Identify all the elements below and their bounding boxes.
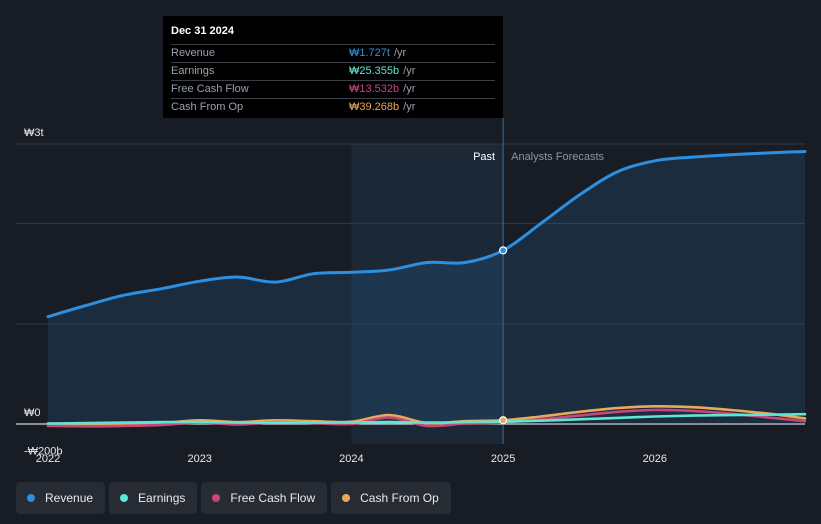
series-line-free-cash-flow xyxy=(46,408,807,428)
tooltip-unit: /yr xyxy=(393,47,407,59)
tooltip-unit: /yr xyxy=(403,83,416,95)
tooltip-label: Free Cash Flow xyxy=(171,83,249,95)
cash-from-op-dot-icon xyxy=(342,494,351,502)
marker-revenue xyxy=(499,246,508,255)
earnings-dot-icon xyxy=(120,494,129,502)
past-label: Past xyxy=(473,151,495,163)
tooltip-row-cash-from-op: Cash From Op ₩39.268b /yr xyxy=(171,99,495,116)
tooltip-label: Cash From Op xyxy=(171,101,244,113)
x-tick-label: 2023 xyxy=(187,453,211,465)
legend-item-earnings[interactable]: Earnings xyxy=(109,482,198,514)
legend-label: Cash From Op xyxy=(360,491,439,505)
tooltip-value: ₩13.532b xyxy=(349,83,400,95)
legend-label: Free Cash Flow xyxy=(230,491,316,505)
revenue-dot-icon xyxy=(27,494,35,502)
series-line-earnings xyxy=(46,412,807,425)
tooltip-date: Dec 31 2024 xyxy=(171,24,495,45)
legend-label: Revenue xyxy=(45,491,94,505)
tooltip-row-earnings: Earnings ₩25.355b /yr xyxy=(171,63,495,81)
y-axis-label: -₩200b xyxy=(24,446,63,458)
tooltip-value: ₩39.268b xyxy=(349,101,400,113)
tooltip-unit: /yr xyxy=(403,65,416,77)
tooltip-value: ₩1.727t xyxy=(349,47,390,59)
series-line-revenue xyxy=(46,150,807,319)
tooltip-row-revenue: Revenue ₩1.727t /yr xyxy=(171,45,495,63)
tooltip-label: Earnings xyxy=(171,65,215,77)
past-region-highlight xyxy=(351,144,504,444)
tooltip-unit: /yr xyxy=(403,101,416,113)
y-axis-label: ₩3t xyxy=(24,127,44,139)
tooltip-value: ₩25.355b xyxy=(349,65,400,77)
legend-item-free-cash-flow[interactable]: Free Cash Flow xyxy=(201,482,328,514)
marker-cash-from-op xyxy=(499,416,508,425)
series-area-revenue xyxy=(48,151,805,424)
legend-item-cash-from-op[interactable]: Cash From Op xyxy=(331,482,451,514)
tooltip-label: Revenue xyxy=(171,47,216,59)
x-tick-label: 2026 xyxy=(643,453,667,465)
x-tick-label: 2024 xyxy=(339,453,363,465)
legend: Revenue Earnings Free Cash Flow Cash Fro… xyxy=(16,482,451,514)
legend-item-revenue[interactable]: Revenue xyxy=(16,482,106,514)
x-tick-label: 2025 xyxy=(491,453,515,465)
legend-label: Earnings xyxy=(138,491,186,505)
x-tick-label: 2022 xyxy=(36,453,60,465)
free-cash-flow-dot-icon xyxy=(212,494,221,502)
tooltip-row-free-cash-flow: Free Cash Flow ₩13.532b /yr xyxy=(171,81,495,99)
forecast-label: Analysts Forecasts xyxy=(511,151,604,163)
y-axis-label: ₩0 xyxy=(24,407,41,419)
tooltip: Dec 31 2024 Revenue ₩1.727t /yr Earnings… xyxy=(163,16,503,118)
